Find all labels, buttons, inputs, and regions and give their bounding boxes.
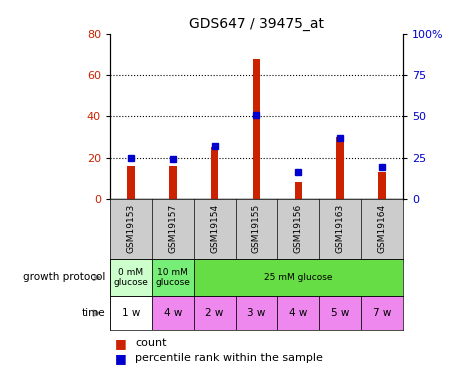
Bar [152,296,194,330]
Bar [169,166,176,199]
Text: ■: ■ [114,337,126,350]
Bar [194,259,403,296]
Text: 4 w: 4 w [164,308,182,318]
Text: GSM19157: GSM19157 [168,204,177,254]
Bar [378,172,386,199]
Title: GDS647 / 39475_at: GDS647 / 39475_at [189,17,324,32]
Text: 7 w: 7 w [373,308,391,318]
Text: 4 w: 4 w [289,308,307,318]
Bar [278,296,319,330]
Bar [235,296,278,330]
Bar [294,182,302,199]
Text: ■: ■ [114,352,126,364]
Bar [152,259,194,296]
Text: GSM19163: GSM19163 [336,204,345,254]
Text: 2 w: 2 w [206,308,224,318]
Text: 3 w: 3 w [247,308,266,318]
Bar [253,58,260,199]
Bar [211,147,218,199]
Text: 25 mM glucose: 25 mM glucose [264,273,333,282]
Text: GSM19155: GSM19155 [252,204,261,254]
Text: 5 w: 5 w [331,308,349,318]
Text: percentile rank within the sample: percentile rank within the sample [135,353,323,363]
Bar [319,296,361,330]
Text: count: count [135,338,167,348]
Text: GSM19164: GSM19164 [377,204,387,254]
Bar [337,137,344,199]
Text: 0 mM
glucose: 0 mM glucose [114,268,148,287]
Bar [361,296,403,330]
Text: time: time [82,308,105,318]
Bar [110,259,152,296]
Text: 10 mM
glucose: 10 mM glucose [155,268,190,287]
Text: 1 w: 1 w [122,308,140,318]
Text: GSM19153: GSM19153 [126,204,136,254]
Bar [194,296,235,330]
Text: growth protocol: growth protocol [23,273,105,282]
Text: GSM19156: GSM19156 [294,204,303,254]
Bar [127,166,135,199]
Text: GSM19154: GSM19154 [210,204,219,254]
Bar [110,296,152,330]
